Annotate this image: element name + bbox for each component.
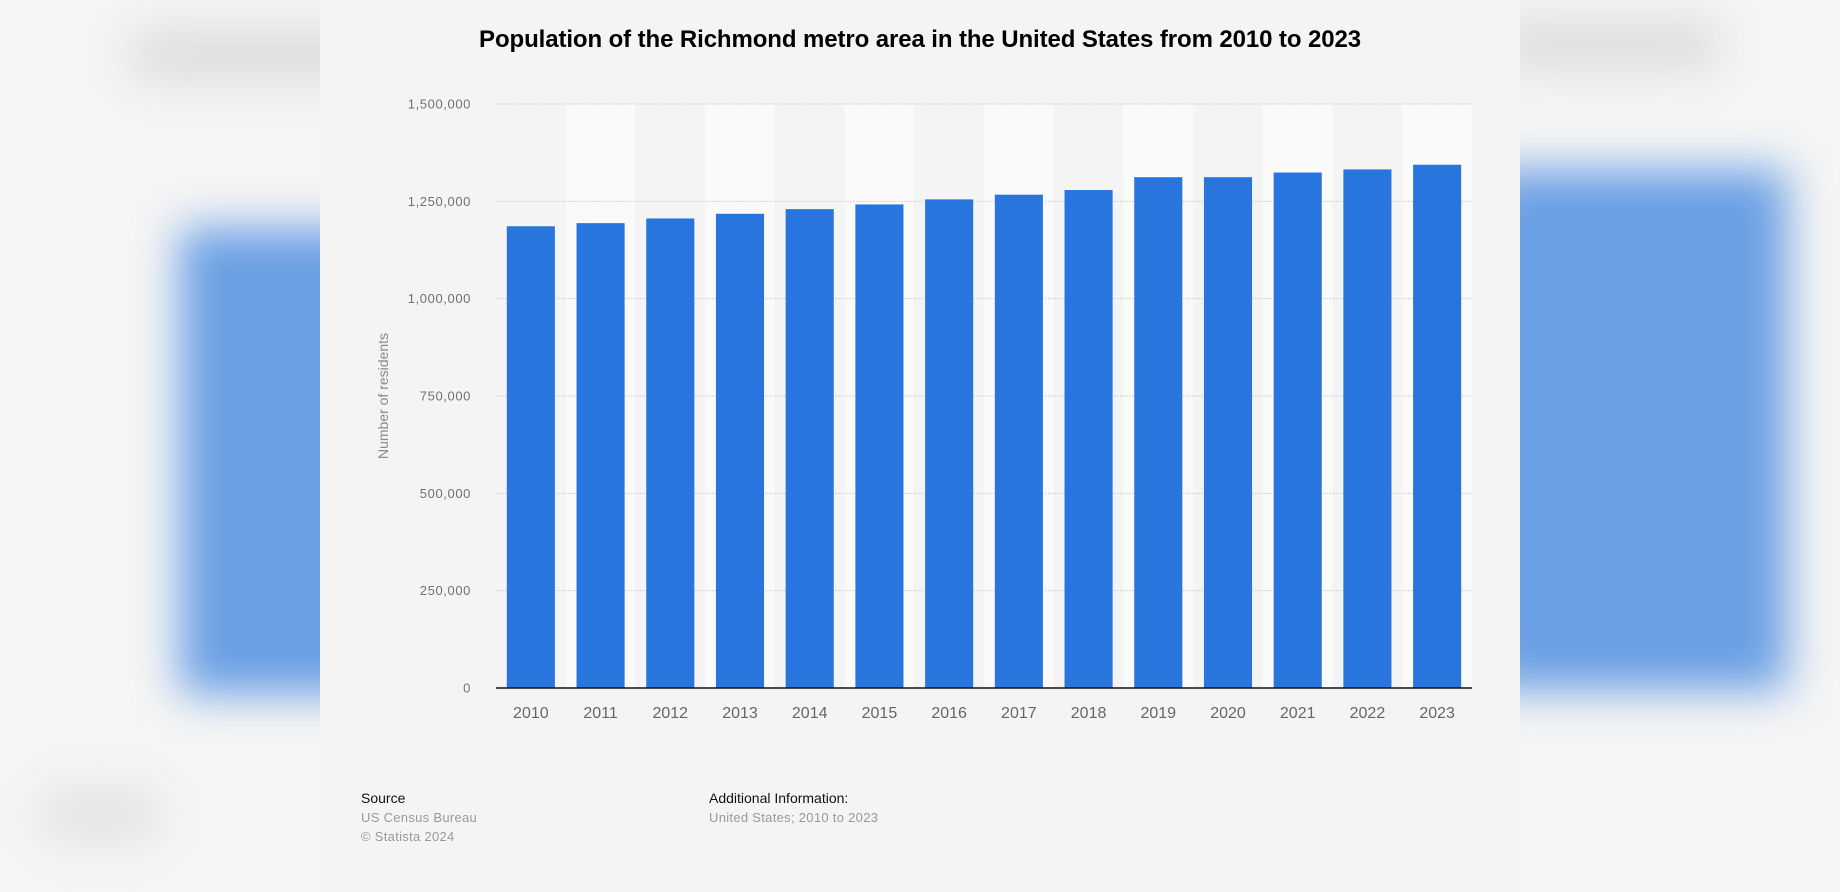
footer-copyright: © Statista 2024 — [361, 829, 455, 844]
background-blur-right-top — [1500, 20, 1720, 70]
x-tick-label: 2021 — [1280, 705, 1316, 722]
footer-info-title: Additional Information: — [709, 790, 849, 806]
bars — [506, 164, 1462, 689]
bar-2016[interactable] — [925, 199, 974, 689]
chart-title: Population of the Richmond metro area in… — [479, 26, 1361, 53]
x-tick-label: 2014 — [792, 705, 828, 722]
x-tick-label: 2011 — [583, 705, 618, 722]
y-tick-label: 1,000,000 — [408, 291, 471, 306]
x-tick-label: 2017 — [1001, 705, 1037, 722]
y-tick-label: 1,250,000 — [408, 194, 471, 209]
bar-2012[interactable] — [646, 218, 695, 689]
y-tick-label: 500,000 — [420, 486, 471, 501]
x-tick-label: 2016 — [931, 705, 967, 722]
bar-chart: 0 250,000 500,000 750,000 1,000,000 1,250,000… — [375, 97, 1472, 722]
y-axis-label: Number of residents — [375, 333, 391, 459]
y-tick-label: 750,000 — [420, 389, 471, 404]
bar-2013[interactable] — [715, 213, 765, 689]
bar-2020[interactable] — [1203, 177, 1253, 688]
bar-2018[interactable] — [1064, 190, 1113, 688]
bar-2023[interactable] — [1413, 164, 1462, 689]
x-tick-label: 2018 — [1071, 705, 1107, 722]
bar-2022[interactable] — [1343, 169, 1392, 688]
y-axis-ticks: 0 250,000 500,000 750,000 1,000,000 1,250,000… — [408, 97, 471, 696]
bar-2017[interactable] — [994, 194, 1043, 688]
footer-source-line: US Census Bureau — [361, 810, 478, 825]
x-tick-label: 2022 — [1350, 705, 1386, 722]
bar-2021[interactable] — [1273, 172, 1322, 689]
background-blur-left-bottom — [40, 790, 160, 840]
y-tick-label: 1,500,000 — [408, 97, 471, 112]
bar-2014[interactable] — [785, 209, 834, 688]
x-tick-label: 2019 — [1140, 705, 1176, 722]
x-tick-label: 2013 — [722, 705, 758, 722]
y-tick-label: 0 — [463, 681, 471, 696]
bar-2010[interactable] — [506, 226, 555, 688]
x-axis-ticks: 2010 2011 2012 2013 2014 2015 2016 2017 2018 2019… — [513, 705, 1455, 722]
y-tick-label: 250,000 — [420, 583, 471, 598]
column-bands — [496, 104, 1472, 688]
bar-2011[interactable] — [576, 223, 625, 689]
chart-panel: Population of the Richmond metro area in… — [320, 0, 1520, 892]
x-tick-label: 2023 — [1419, 705, 1455, 722]
x-tick-label: 2015 — [862, 705, 898, 722]
bar-2019[interactable] — [1134, 177, 1183, 688]
background-blur-right-panel — [1480, 170, 1787, 690]
x-tick-label: 2010 — [513, 705, 549, 722]
footer-info-line: United States; 2010 to 2023 — [709, 810, 879, 825]
x-tick-label: 2012 — [652, 705, 688, 722]
bar-2015[interactable] — [855, 204, 904, 688]
footer-source-title: Source — [361, 790, 406, 806]
x-tick-label: 2020 — [1210, 705, 1246, 722]
